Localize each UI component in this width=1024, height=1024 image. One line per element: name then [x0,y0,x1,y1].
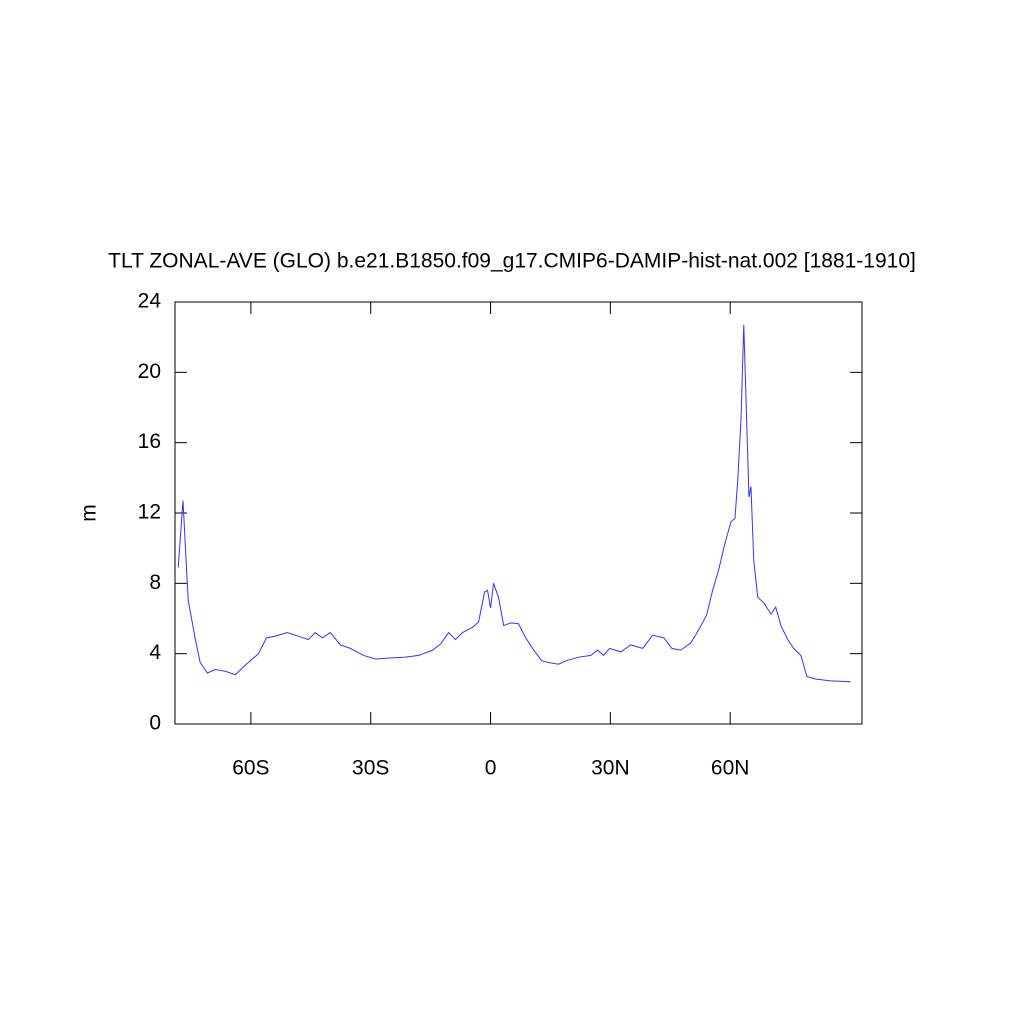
chart-title: TLT ZONAL-AVE (GLO) b.e21.B1850.f09_g17.… [108,250,916,273]
y-tick-label: 8 [149,571,161,594]
y-tick-label: 0 [149,712,161,735]
plot-frame [174,301,863,725]
y-axis-label: m [78,504,101,522]
y-tick-label: 20 [138,360,161,383]
x-tick-label: 30N [591,757,630,780]
x-tick-label: 0 [485,757,497,780]
x-tick-label: 30S [352,757,389,780]
x-tick-label: 60N [711,757,750,780]
y-tick-label: 24 [138,290,162,313]
x-tick-label: 60S [232,757,269,780]
y-tick-label: 16 [138,430,161,453]
y-tick-label: 4 [149,641,161,664]
y-tick-label: 12 [138,501,161,524]
data-line [177,324,851,683]
